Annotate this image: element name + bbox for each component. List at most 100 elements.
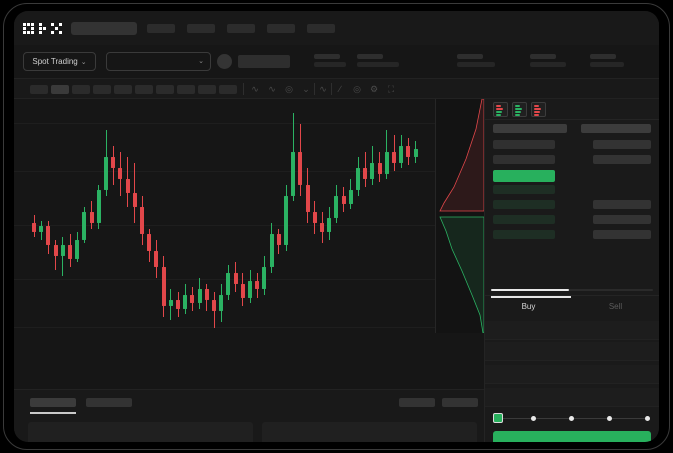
timeframe-button-9[interactable]: [198, 85, 216, 94]
indicators-icon[interactable]: ∿: [251, 84, 259, 94]
slider-handle[interactable]: [493, 413, 503, 423]
alert-icon[interactable]: ◎: [285, 84, 293, 94]
slider-stop-50[interactable]: [569, 415, 574, 421]
candlestick: [413, 140, 418, 163]
nav-item-3[interactable]: [227, 24, 255, 33]
candlestick: [176, 292, 180, 317]
orderbook-mode-buy[interactable]: [512, 102, 527, 117]
candlestick: [233, 261, 238, 293]
candlestick: [384, 129, 389, 180]
candlestick: [140, 195, 144, 246]
orderbook-bid-row[interactable]: [593, 215, 651, 224]
candlestick: [298, 124, 303, 196]
top-navigation-bar: [14, 11, 659, 45]
candlestick: [39, 220, 44, 240]
okx-logo[interactable]: [23, 22, 63, 35]
stat-24h-change: [357, 54, 399, 67]
slider-stop-25[interactable]: [531, 415, 536, 421]
pair-price-block: [238, 55, 290, 68]
nav-item-1[interactable]: [147, 24, 175, 33]
candlestick-chart[interactable]: [14, 99, 484, 389]
orderbook-mode-both[interactable]: [493, 102, 508, 117]
active-tab-underline: [491, 296, 571, 298]
candlestick: [204, 283, 209, 312]
candlestick: [219, 283, 224, 323]
amount-field[interactable]: [485, 365, 659, 384]
orderbook-bid-row[interactable]: [593, 140, 651, 149]
amount-percent-slider[interactable]: [493, 413, 651, 423]
total-field[interactable]: [485, 388, 659, 407]
trading-mode-selector[interactable]: Spot Trading ⌄: [23, 52, 96, 71]
candlestick: [82, 206, 87, 243]
compare-icon[interactable]: ∿: [268, 84, 276, 94]
timeframe-button-1[interactable]: [30, 85, 48, 94]
bottom-action-2[interactable]: [442, 398, 478, 407]
stat-24h-high: [457, 54, 495, 67]
orderbook-mode-sell[interactable]: [531, 102, 546, 117]
orderbook-ask-row[interactable]: [493, 140, 555, 149]
orderbook-ratio-bar: [491, 289, 653, 291]
stat-24h-volume: [590, 54, 624, 67]
pair-avatar: [217, 54, 232, 69]
bottom-action-1[interactable]: [399, 398, 435, 407]
camera-icon[interactable]: ◎: [353, 84, 361, 94]
global-search-field[interactable]: [71, 22, 137, 35]
fullscreen-icon[interactable]: ⛶: [387, 84, 395, 94]
candlestick: [75, 231, 80, 262]
candlestick: [226, 264, 231, 301]
timeframe-button-4[interactable]: [93, 85, 111, 94]
tab-buy[interactable]: Buy: [521, 302, 536, 311]
tab-sell[interactable]: Sell: [608, 302, 623, 311]
candlestick: [320, 212, 324, 243]
candlestick: [147, 228, 152, 262]
orderbook-ask-row[interactable]: [493, 170, 555, 182]
timeframe-button-2[interactable]: [51, 85, 69, 94]
candlestick: [370, 146, 375, 185]
orderbook-ask-row[interactable]: [493, 230, 555, 239]
tab-open-orders[interactable]: [30, 398, 76, 407]
price-field[interactable]: [485, 342, 659, 361]
candlestick: [46, 220, 51, 254]
timeframe-button-7[interactable]: [156, 85, 174, 94]
orderbook-asks-header: [493, 124, 567, 133]
tab-order-history[interactable]: [86, 398, 132, 407]
candlestick: [406, 137, 411, 166]
slider-stop-75[interactable]: [607, 415, 612, 421]
orderbook-rows[interactable]: [485, 119, 659, 307]
candlestick: [111, 146, 116, 185]
candlestick: [96, 184, 101, 229]
trading-pair-selector[interactable]: ⌄: [106, 52, 211, 71]
timeframe-button-3[interactable]: [72, 85, 90, 94]
nav-item-5[interactable]: [307, 24, 335, 33]
settings-icon[interactable]: ⚙: [369, 84, 379, 94]
timeframe-button-10[interactable]: [219, 85, 237, 94]
line-chart-icon[interactable]: ∿: [319, 84, 327, 94]
candlestick: [240, 272, 245, 306]
nav-item-2[interactable]: [187, 24, 215, 33]
chevron-down-icon[interactable]: ⌄: [302, 84, 310, 94]
orderbook-ask-row[interactable]: [493, 215, 555, 224]
candlestick: [363, 151, 368, 188]
candlestick: [377, 151, 382, 182]
chart-toolbar: ∿ ∿ ◎ ⌄ ∿ ∕ ◎ ⚙ ⛶: [14, 78, 659, 99]
slider-stop-100[interactable]: [645, 415, 650, 421]
candlestick: [305, 168, 310, 224]
orders-list-left: [28, 422, 253, 442]
timeframe-button-5[interactable]: [114, 85, 132, 94]
orderbook-bid-row[interactable]: [593, 230, 651, 239]
nav-item-4[interactable]: [267, 24, 295, 33]
order-type-field[interactable]: [485, 321, 659, 340]
orderbook-bid-row[interactable]: [593, 200, 651, 209]
timeframe-button-6[interactable]: [135, 85, 153, 94]
candlestick: [161, 256, 166, 317]
candlestick: [327, 206, 332, 240]
orderbook-bid-row[interactable]: [593, 155, 651, 164]
timeframe-button-8[interactable]: [177, 85, 195, 94]
orderbook-ask-row[interactable]: [493, 200, 555, 209]
orderbook-ask-row[interactable]: [493, 185, 555, 194]
drawing-tool-icon[interactable]: ∕: [339, 84, 341, 94]
candlestick: [348, 179, 353, 210]
orderbook-ask-row[interactable]: [493, 155, 555, 164]
submit-buy-button[interactable]: [493, 431, 651, 442]
